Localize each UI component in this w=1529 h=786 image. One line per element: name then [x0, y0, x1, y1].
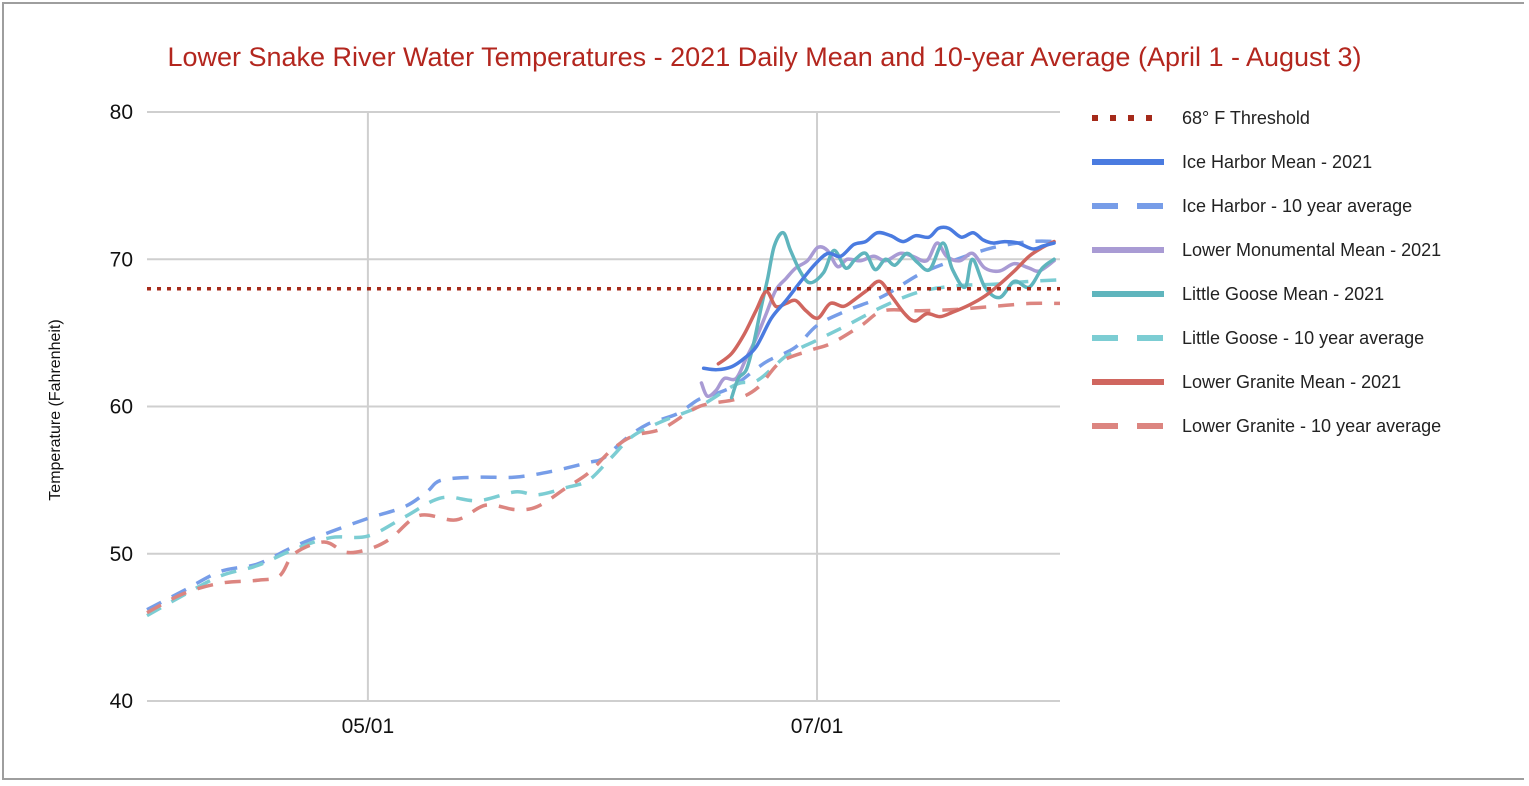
legend-item: Lower Granite Mean - 2021 [1092, 360, 1441, 404]
legend-label: Ice Harbor Mean - 2021 [1182, 151, 1373, 172]
legend-swatch [1092, 115, 1164, 121]
legend-swatch [1092, 159, 1164, 165]
legend-label: Lower Granite Mean - 2021 [1182, 371, 1402, 392]
legend-label: Little Goose - 10 year average [1182, 327, 1425, 348]
y-axis-ticks: 40 50 60 70 80 [110, 101, 133, 713]
legend-swatch [1092, 203, 1164, 209]
legend-label: Ice Harbor - 10 year average [1182, 195, 1413, 216]
legend-item: Little Goose - 10 year average [1092, 316, 1441, 360]
legend-item: 68° F Threshold [1092, 96, 1441, 140]
chart-title: Lower Snake River Water Temperatures - 2… [167, 42, 1362, 72]
series-line-little-goose-10-year-average [146, 278, 1061, 618]
legend-swatch [1092, 379, 1164, 385]
legend-item: Little Goose Mean - 2021 [1092, 272, 1441, 316]
legend-item: Lower Monumental Mean - 2021 [1092, 228, 1441, 272]
x-tick-label: 07/01 [791, 715, 844, 738]
series-line-lower-granite-mean-2021 [716, 239, 1056, 366]
legend-swatch [1092, 335, 1164, 341]
legend-label: Lower Granite - 10 year average [1182, 415, 1442, 436]
y-tick-label: 60 [110, 396, 133, 419]
y-tick-label: 50 [110, 543, 133, 566]
x-tick-label: 05/01 [342, 715, 395, 738]
y-tick-label: 70 [110, 248, 133, 271]
legend-item: Ice Harbor Mean - 2021 [1092, 140, 1441, 184]
legend-swatch [1092, 423, 1164, 429]
legend-label: 68° F Threshold [1182, 107, 1310, 128]
series-line-little-goose-mean-2021 [729, 230, 1056, 400]
legend-item: Lower Granite - 10 year average [1092, 404, 1441, 448]
series-lines [146, 225, 1061, 618]
y-axis-label: Temperature (Fahrenheit) [47, 319, 64, 500]
legend-item: Ice Harbor - 10 year average [1092, 184, 1441, 228]
legend-swatch [1092, 247, 1164, 253]
legend: 68° F Threshold Ice Harbor Mean - 2021 Ice… [1092, 96, 1441, 448]
x-axis-ticks: 05/01 07/01 [342, 715, 844, 738]
legend-swatch [1092, 291, 1164, 297]
series-line-ice-harbor-mean-2021 [701, 225, 1056, 372]
y-tick-label: 40 [110, 690, 133, 713]
legend-label: Lower Monumental Mean - 2021 [1182, 239, 1442, 260]
series-line-lower-granite-10-year-average [146, 301, 1061, 615]
gridlines [147, 111, 1060, 702]
y-tick-label: 80 [110, 101, 133, 124]
legend-label: Little Goose Mean - 2021 [1182, 283, 1385, 304]
